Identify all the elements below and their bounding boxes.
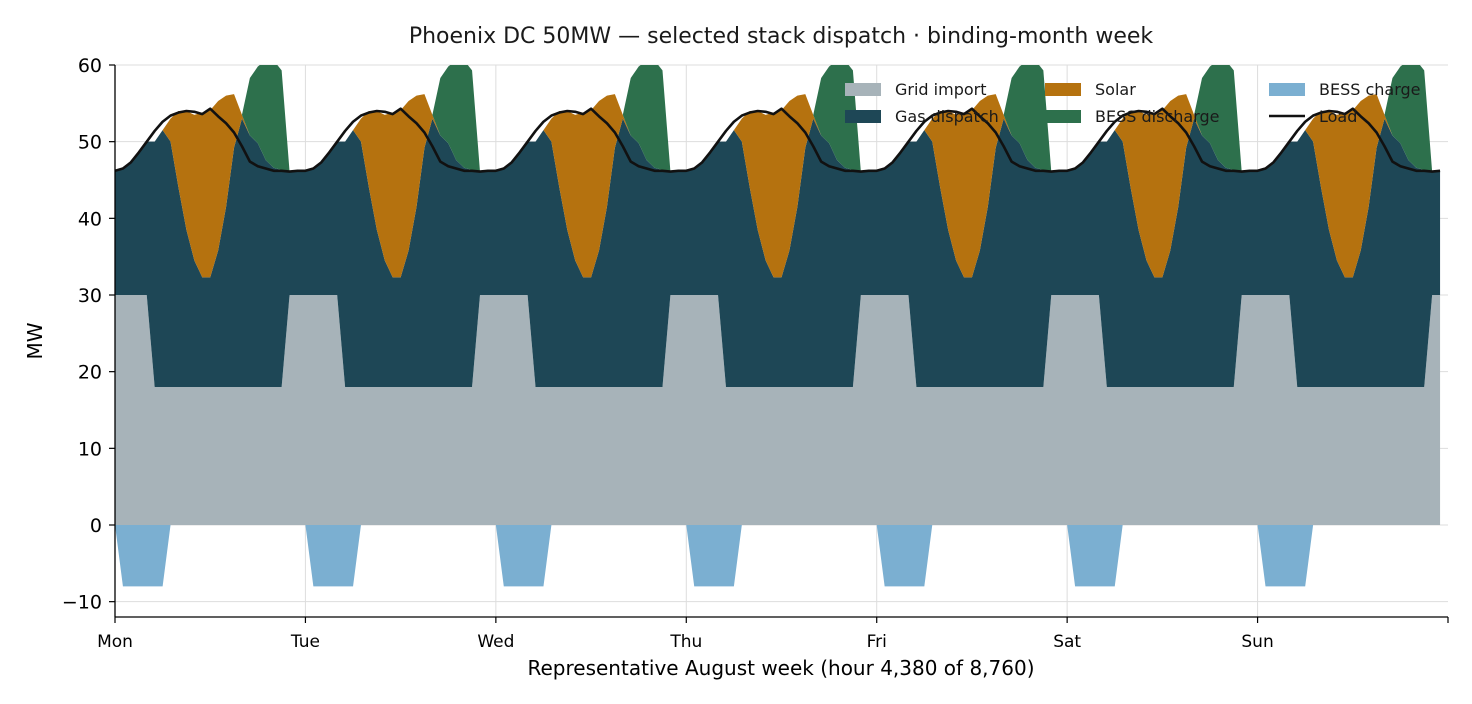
axes: −10 0 10 20 30 40 50 60 Mon Tue Wed Thu Fri Sat Sun bbox=[62, 55, 1449, 652]
y-tick-label: 60 bbox=[78, 55, 102, 77]
legend-swatch bbox=[845, 83, 881, 96]
legend-label: Solar bbox=[1095, 80, 1136, 99]
legend-item-gas-dispatch: Gas dispatch bbox=[845, 107, 999, 126]
legend-item-bess-charge: BESS charge bbox=[1269, 80, 1421, 99]
y-tick-label: 0 bbox=[90, 515, 102, 537]
y-tick-label: 20 bbox=[78, 362, 102, 384]
legend-label: Grid import bbox=[895, 80, 987, 99]
y-tick-label: 40 bbox=[78, 208, 102, 230]
legend-swatch bbox=[845, 110, 881, 123]
bess-charge-area bbox=[115, 525, 1441, 587]
legend-label: BESS discharge bbox=[1095, 107, 1219, 126]
x-tick-label: Mon bbox=[97, 632, 133, 652]
load-line bbox=[115, 107, 1441, 173]
y-axis-label: MW bbox=[23, 322, 47, 359]
x-tick-label: Wed bbox=[477, 632, 514, 652]
x-tick-label: Sat bbox=[1053, 632, 1081, 652]
x-tick-label: Fri bbox=[867, 632, 887, 652]
x-tick-label: Tue bbox=[290, 632, 320, 652]
legend-swatch bbox=[1269, 83, 1305, 96]
legend-swatch bbox=[1045, 83, 1081, 96]
legend-label: Load bbox=[1319, 107, 1357, 126]
stacked-areas bbox=[115, 65, 1441, 587]
y-tick-label: 50 bbox=[78, 132, 102, 154]
y-tick-label: 10 bbox=[78, 438, 102, 460]
load-line-layer bbox=[115, 107, 1441, 173]
legend-item-solar: Solar bbox=[1045, 80, 1136, 99]
x-axis-label: Representative August week (hour 4,380 o… bbox=[527, 656, 1034, 680]
gas-dispatch-area bbox=[115, 118, 1441, 388]
legend-swatch bbox=[1045, 110, 1081, 123]
legend-item-load: Load bbox=[1269, 107, 1357, 126]
legend-label: Gas dispatch bbox=[895, 107, 999, 126]
legend: Grid import Solar BESS charge Gas dispatch B… bbox=[845, 80, 1421, 126]
y-tick-label: −10 bbox=[62, 592, 102, 614]
legend-label: BESS charge bbox=[1319, 80, 1421, 99]
bess-discharge-area bbox=[115, 65, 1441, 172]
solar-area bbox=[115, 94, 1441, 278]
y-tick-label: 30 bbox=[78, 285, 102, 307]
x-tick-label: Thu bbox=[669, 632, 702, 652]
x-tick-label: Sun bbox=[1241, 632, 1273, 652]
chart-title: Phoenix DC 50MW — selected stack dispatc… bbox=[409, 24, 1154, 49]
legend-item-grid-import: Grid import bbox=[845, 80, 987, 99]
legend-item-bess-discharge: BESS discharge bbox=[1045, 107, 1219, 126]
grid-import-area bbox=[115, 295, 1441, 525]
